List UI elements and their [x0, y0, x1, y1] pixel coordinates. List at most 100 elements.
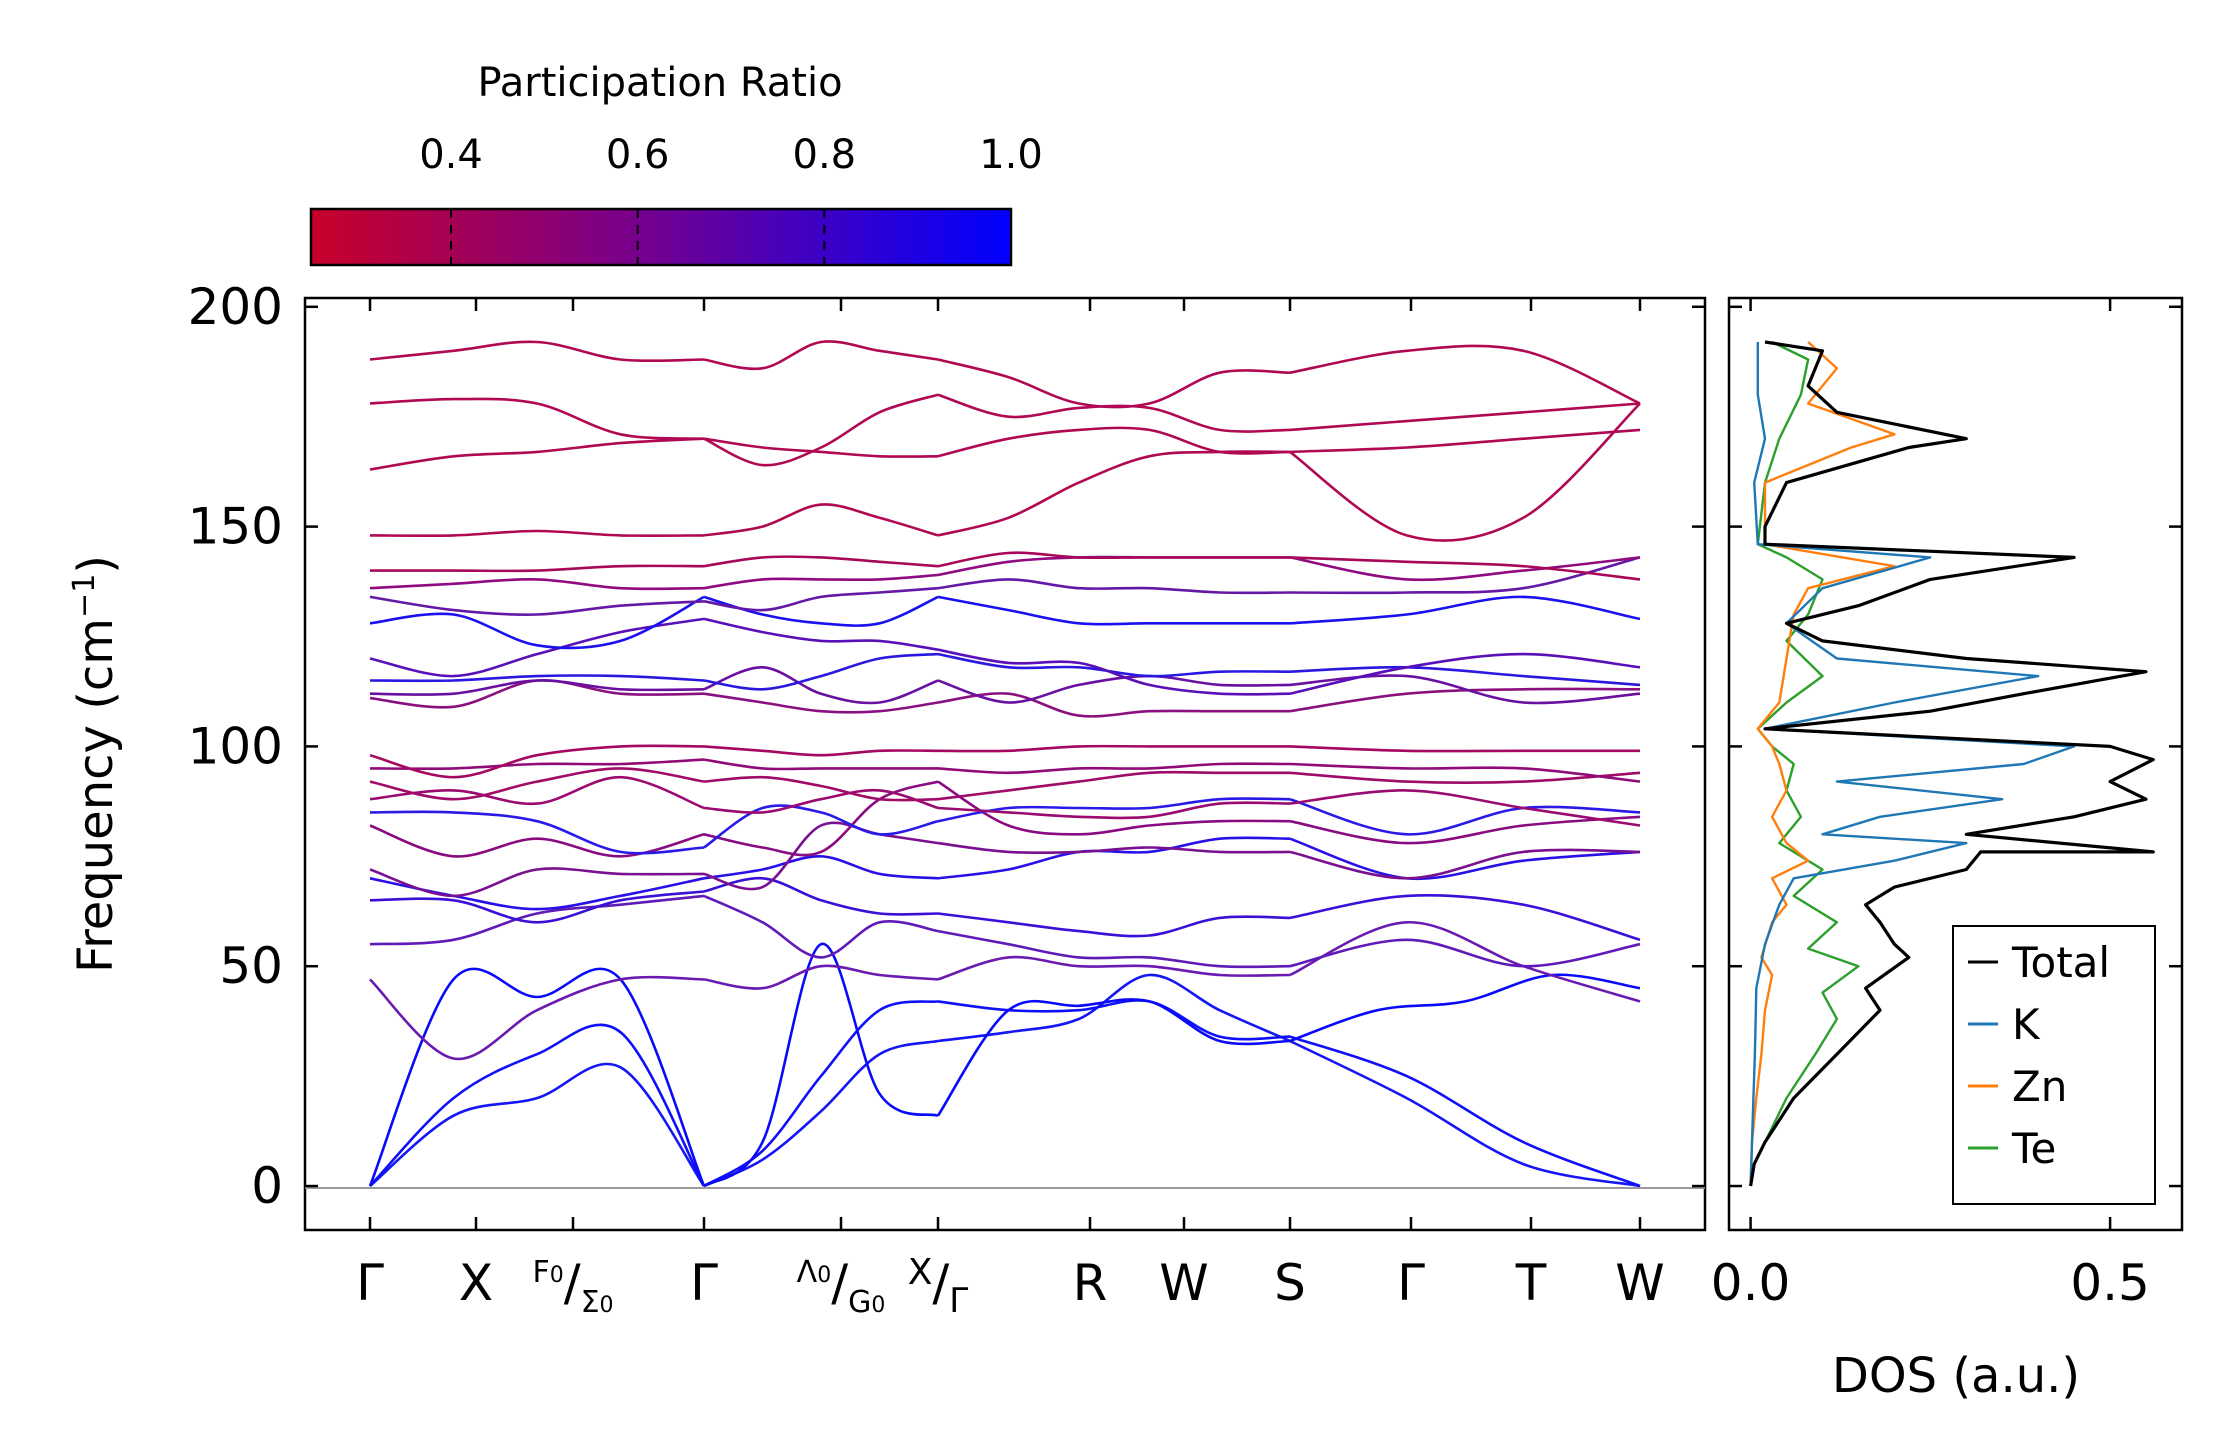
- band-opt-47: [1289, 920, 1641, 1003]
- band-opt-112: [369, 679, 705, 696]
- band-opt-134: [1289, 556, 1641, 595]
- band-opt-70: [937, 836, 1291, 880]
- dos-series-total: [1749, 340, 2155, 1187]
- band-opt-188: [937, 358, 1291, 409]
- band-opt-140: [370, 564, 705, 573]
- legend-label-zn: Zn: [2012, 1062, 2067, 1111]
- band-opt-95: [937, 762, 1291, 775]
- band-opt-115: [937, 652, 1291, 678]
- band-opt-55: [1289, 938, 1641, 968]
- x-label-W: W: [1159, 1254, 1208, 1312]
- legend-label-total: Total: [2011, 938, 2110, 987]
- band-opt-55: [703, 894, 939, 959]
- band-opt-95: [1289, 762, 1641, 783]
- y-axis-label-sup: −1: [67, 574, 102, 618]
- band-opt-112: [937, 674, 1291, 704]
- colorbar-gradient: [309, 207, 1013, 267]
- y-tick-label: 50: [219, 937, 283, 995]
- band-opt-85: [369, 810, 705, 855]
- colorbar-title: Participation Ratio: [477, 60, 842, 106]
- dispersion-frame: [303, 296, 1707, 1232]
- band-opt-163: [369, 437, 705, 471]
- band-opt-188: [703, 340, 939, 371]
- band-opt-136: [703, 573, 939, 590]
- band-opt-88: [703, 788, 939, 814]
- legend-box: [1952, 925, 2156, 1205]
- band-opt-72: [1289, 848, 1641, 880]
- band-acoustic-1: [1289, 1039, 1641, 1188]
- band-opt-95: [369, 758, 705, 771]
- band-opt-115: [703, 652, 939, 691]
- band-opt-70: [1289, 837, 1641, 881]
- band-acoustic-1: [703, 1039, 939, 1188]
- band-opt-115: [1289, 665, 1641, 687]
- band-opt-148: [703, 503, 939, 537]
- colorbar-tick-label: 0.6: [606, 132, 670, 178]
- dos-series-te: [1749, 340, 1860, 1187]
- band-opt-98: [369, 744, 705, 779]
- dos-x-tick-label: 0.5: [2070, 1254, 2150, 1312]
- band-acoustic-2: [703, 1000, 939, 1188]
- band-opt-111: [937, 692, 1290, 718]
- band-opt-163: [703, 437, 939, 458]
- band-opt-88: [369, 775, 705, 810]
- band-opt-65: [937, 912, 1291, 938]
- band-acoustic-2: [1289, 1035, 1641, 1188]
- band-opt-163: [1289, 428, 1641, 454]
- dos-series-k: [1749, 342, 2076, 1187]
- band-opt-65: [703, 876, 939, 916]
- dos-legend: Total K Zn Te: [1952, 925, 2156, 1205]
- band-opt-128: [369, 595, 705, 650]
- band-opt-82: [703, 780, 939, 857]
- band-opt-92: [703, 775, 939, 802]
- band-opt-115: [369, 674, 705, 683]
- band-opt-140: [937, 551, 1290, 568]
- colorbar-tick-label: 0.4: [419, 132, 483, 178]
- band-opt-95: [703, 758, 938, 771]
- y-tick-label: 150: [188, 498, 283, 556]
- band-opt-163: [937, 426, 1291, 458]
- band-opt-98: [1289, 745, 1640, 753]
- band-acoustic-1: [937, 973, 1291, 1043]
- band-opt-98: [703, 745, 939, 757]
- band-opt-88: [1289, 789, 1641, 827]
- band-acoustic-3: [1289, 973, 1641, 1043]
- band-opt-112: [703, 665, 939, 705]
- band-acoustic-2: [369, 1023, 706, 1187]
- dos-panel: 0.0 0.5 DOS (a.u.) Total K Zn Te: [1711, 296, 2184, 1404]
- band-opt-136: [369, 577, 705, 591]
- y-tick-label: 200: [188, 278, 283, 336]
- band-opt-47: [369, 975, 705, 1061]
- dispersion-x-ticks: Γ X F0/Σ0 Γ Λ0/G0X/Γ R W S Γ T W: [356, 298, 1665, 1321]
- band-opt-120: [1289, 652, 1641, 695]
- band-opt-82: [1289, 815, 1641, 845]
- x-label-gamma: Γ: [690, 1254, 718, 1312]
- legend-label-k: K: [2012, 1000, 2041, 1049]
- band-opt-88: [937, 801, 1291, 820]
- band-opt-47: [703, 964, 939, 990]
- band-opt-178: [937, 393, 1291, 433]
- x-label-S: S: [1274, 1254, 1306, 1312]
- band-opt-148: [369, 529, 705, 538]
- band-acoustic-3: [368, 967, 706, 1187]
- band-opt-55: [937, 929, 1291, 969]
- x-label-R: R: [1073, 1254, 1108, 1312]
- band-opt-134: [369, 595, 705, 616]
- band-acoustic-3: [936, 998, 1291, 1117]
- y-tick-label: 100: [188, 717, 283, 775]
- band-opt-85: [937, 797, 1291, 823]
- band-lines: [368, 340, 1641, 1188]
- band-opt-178: [703, 393, 939, 467]
- band-opt-111: [703, 692, 939, 714]
- band-opt-70: [369, 877, 705, 911]
- x-label-Lambda0-G0: Λ0/G0: [797, 1254, 886, 1320]
- band-opt-72: [703, 821, 939, 891]
- band-acoustic-2: [937, 999, 1291, 1041]
- band-opt-134: [703, 586, 939, 612]
- band-acoustic-1: [369, 1062, 706, 1187]
- band-opt-65: [1289, 893, 1641, 942]
- colorbar-tick-label: 0.8: [793, 132, 857, 178]
- dos-series-zn: [1749, 341, 1896, 1187]
- band-opt-148: [1289, 402, 1641, 542]
